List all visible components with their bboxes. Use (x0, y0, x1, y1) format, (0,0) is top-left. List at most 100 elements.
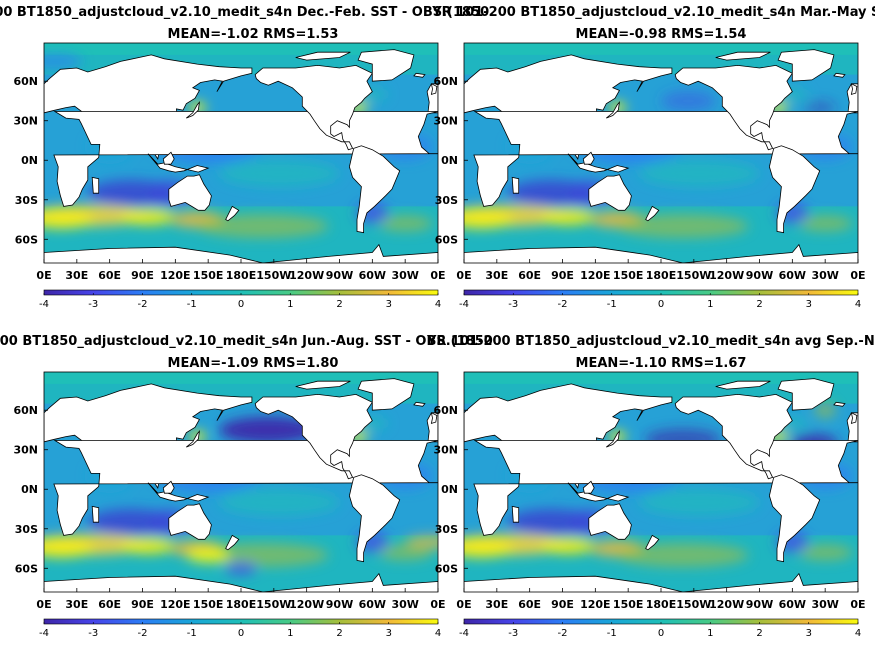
colorbar-tick-label: -3 (88, 299, 98, 310)
colorbar-tick-label: 2 (336, 299, 342, 310)
x-tick-label: 30W (391, 269, 418, 282)
y-tick-label: 60N (433, 404, 458, 417)
land-newzealand (645, 534, 660, 551)
x-tick-label: 60E (518, 269, 541, 282)
colorbar-tick-label: -4 (39, 299, 49, 310)
anomaly-blob (540, 537, 596, 554)
anomaly-blob (464, 539, 514, 558)
x-tick-label: 180E (226, 598, 256, 611)
land-borneo (162, 151, 175, 165)
x-tick-label: 150W (256, 269, 291, 282)
anomaly-blob (224, 561, 258, 575)
x-tick-label: 120E (160, 269, 190, 282)
x-tick-label: 120E (580, 598, 610, 611)
land-namerica (674, 393, 793, 480)
anomaly-blob (797, 544, 853, 561)
land-japan (186, 429, 200, 448)
anomaly-blob (44, 210, 94, 229)
land-samerica (348, 145, 401, 234)
x-tick-label: 60E (518, 598, 541, 611)
title-jja-line1: 01-200 BT1850_adjustcloud_v2.10_medit_s4… (0, 334, 493, 349)
anomaly-blob (617, 214, 749, 238)
title-son-line2: MEAN=-1.10 RMS=1.67 (576, 356, 747, 371)
y-tick-label: 60S (435, 562, 458, 575)
anomaly-blob (464, 210, 514, 229)
land-iceland (413, 401, 426, 407)
y-tick-label: 30S (15, 523, 38, 536)
anomaly-blob (44, 53, 83, 70)
x-tick-label: 30W (811, 269, 838, 282)
land-antarctica (464, 243, 858, 263)
y-tick-label: 30N (433, 444, 458, 457)
arctic-field (464, 372, 858, 384)
land-samerica (768, 145, 821, 234)
colorbar-tick-label: 4 (435, 628, 441, 639)
x-tick-label: 90W (326, 598, 353, 611)
x-tick-label: 120W (289, 269, 324, 282)
land-arctic_islands (715, 51, 771, 61)
x-tick-label: 60W (359, 269, 386, 282)
anomaly-blob (617, 543, 749, 567)
colorbar-tick-label: -2 (138, 628, 148, 639)
land-newzealand (645, 205, 660, 222)
land-samerica (348, 474, 401, 563)
x-tick-label: 30E (485, 269, 508, 282)
colorbar-tick-label: -3 (88, 628, 98, 639)
land-madagascar (91, 505, 100, 523)
land-uk (430, 83, 438, 95)
land-uk (850, 83, 858, 95)
colorbar-tick-label: -1 (607, 299, 617, 310)
land-iceland (413, 72, 426, 78)
land-arctic_islands (295, 51, 351, 61)
y-tick-label: 30N (13, 444, 38, 457)
x-tick-label: 120W (709, 269, 744, 282)
x-tick-label: 0E (850, 269, 865, 282)
land-antarctica (44, 572, 438, 592)
x-tick-label: 0E (456, 598, 471, 611)
colorbar-tick-label: 2 (336, 628, 342, 639)
x-tick-label: 90E (551, 598, 574, 611)
title-djf-line1: 1-200 BT1850_adjustcloud_v2.10_medit_s4n… (0, 5, 489, 20)
land-madagascar (91, 176, 100, 194)
colorbar-tick-label: 0 (238, 299, 244, 310)
colorbar-tick-label: -4 (459, 299, 469, 310)
x-tick-label: 90E (131, 598, 154, 611)
x-tick-label: 150W (676, 269, 711, 282)
x-tick-label: 150W (256, 598, 291, 611)
x-tick-label: 0E (36, 269, 51, 282)
colorbar-tick-label: -1 (187, 628, 197, 639)
title-jja-line2: MEAN=-1.09 RMS=1.80 (168, 356, 339, 371)
colorbar-tick-label: 4 (435, 299, 441, 310)
anomaly-blob (120, 208, 176, 225)
anomaly-blob (44, 539, 94, 558)
land-australia (588, 503, 632, 540)
land-arctic_islands (715, 380, 771, 390)
colorbar-tick-label: 0 (238, 628, 244, 639)
anomaly-blob (377, 544, 433, 561)
anomaly-blob (639, 489, 760, 516)
land-namerica (254, 393, 373, 480)
colorbar-tick-label: -1 (607, 628, 617, 639)
colorbar-tick-label: 4 (855, 628, 861, 639)
x-tick-label: 90E (131, 269, 154, 282)
colorbar-tick-label: 3 (386, 628, 392, 639)
x-tick-label: 90W (326, 269, 353, 282)
colorbar-tick-label: 3 (806, 628, 812, 639)
land-japan (606, 100, 620, 119)
colorbar-tick-label: 1 (707, 628, 713, 639)
x-tick-label: 0E (456, 269, 471, 282)
colorbar-tick-label: -2 (558, 299, 568, 310)
arctic-field (464, 43, 858, 55)
land-antarctica (44, 243, 438, 263)
anomaly-blob (661, 90, 716, 112)
anomaly-blob (219, 416, 318, 444)
x-tick-label: 150E (613, 598, 643, 611)
land-greenland (777, 378, 835, 411)
title-mam-line2: MEAN=-0.98 RMS=1.54 (576, 27, 747, 42)
land-madagascar (511, 176, 520, 194)
land-arctic_islands (295, 380, 351, 390)
land-australia (168, 503, 212, 540)
x-tick-label: 120E (160, 598, 190, 611)
arctic-field (44, 43, 438, 55)
